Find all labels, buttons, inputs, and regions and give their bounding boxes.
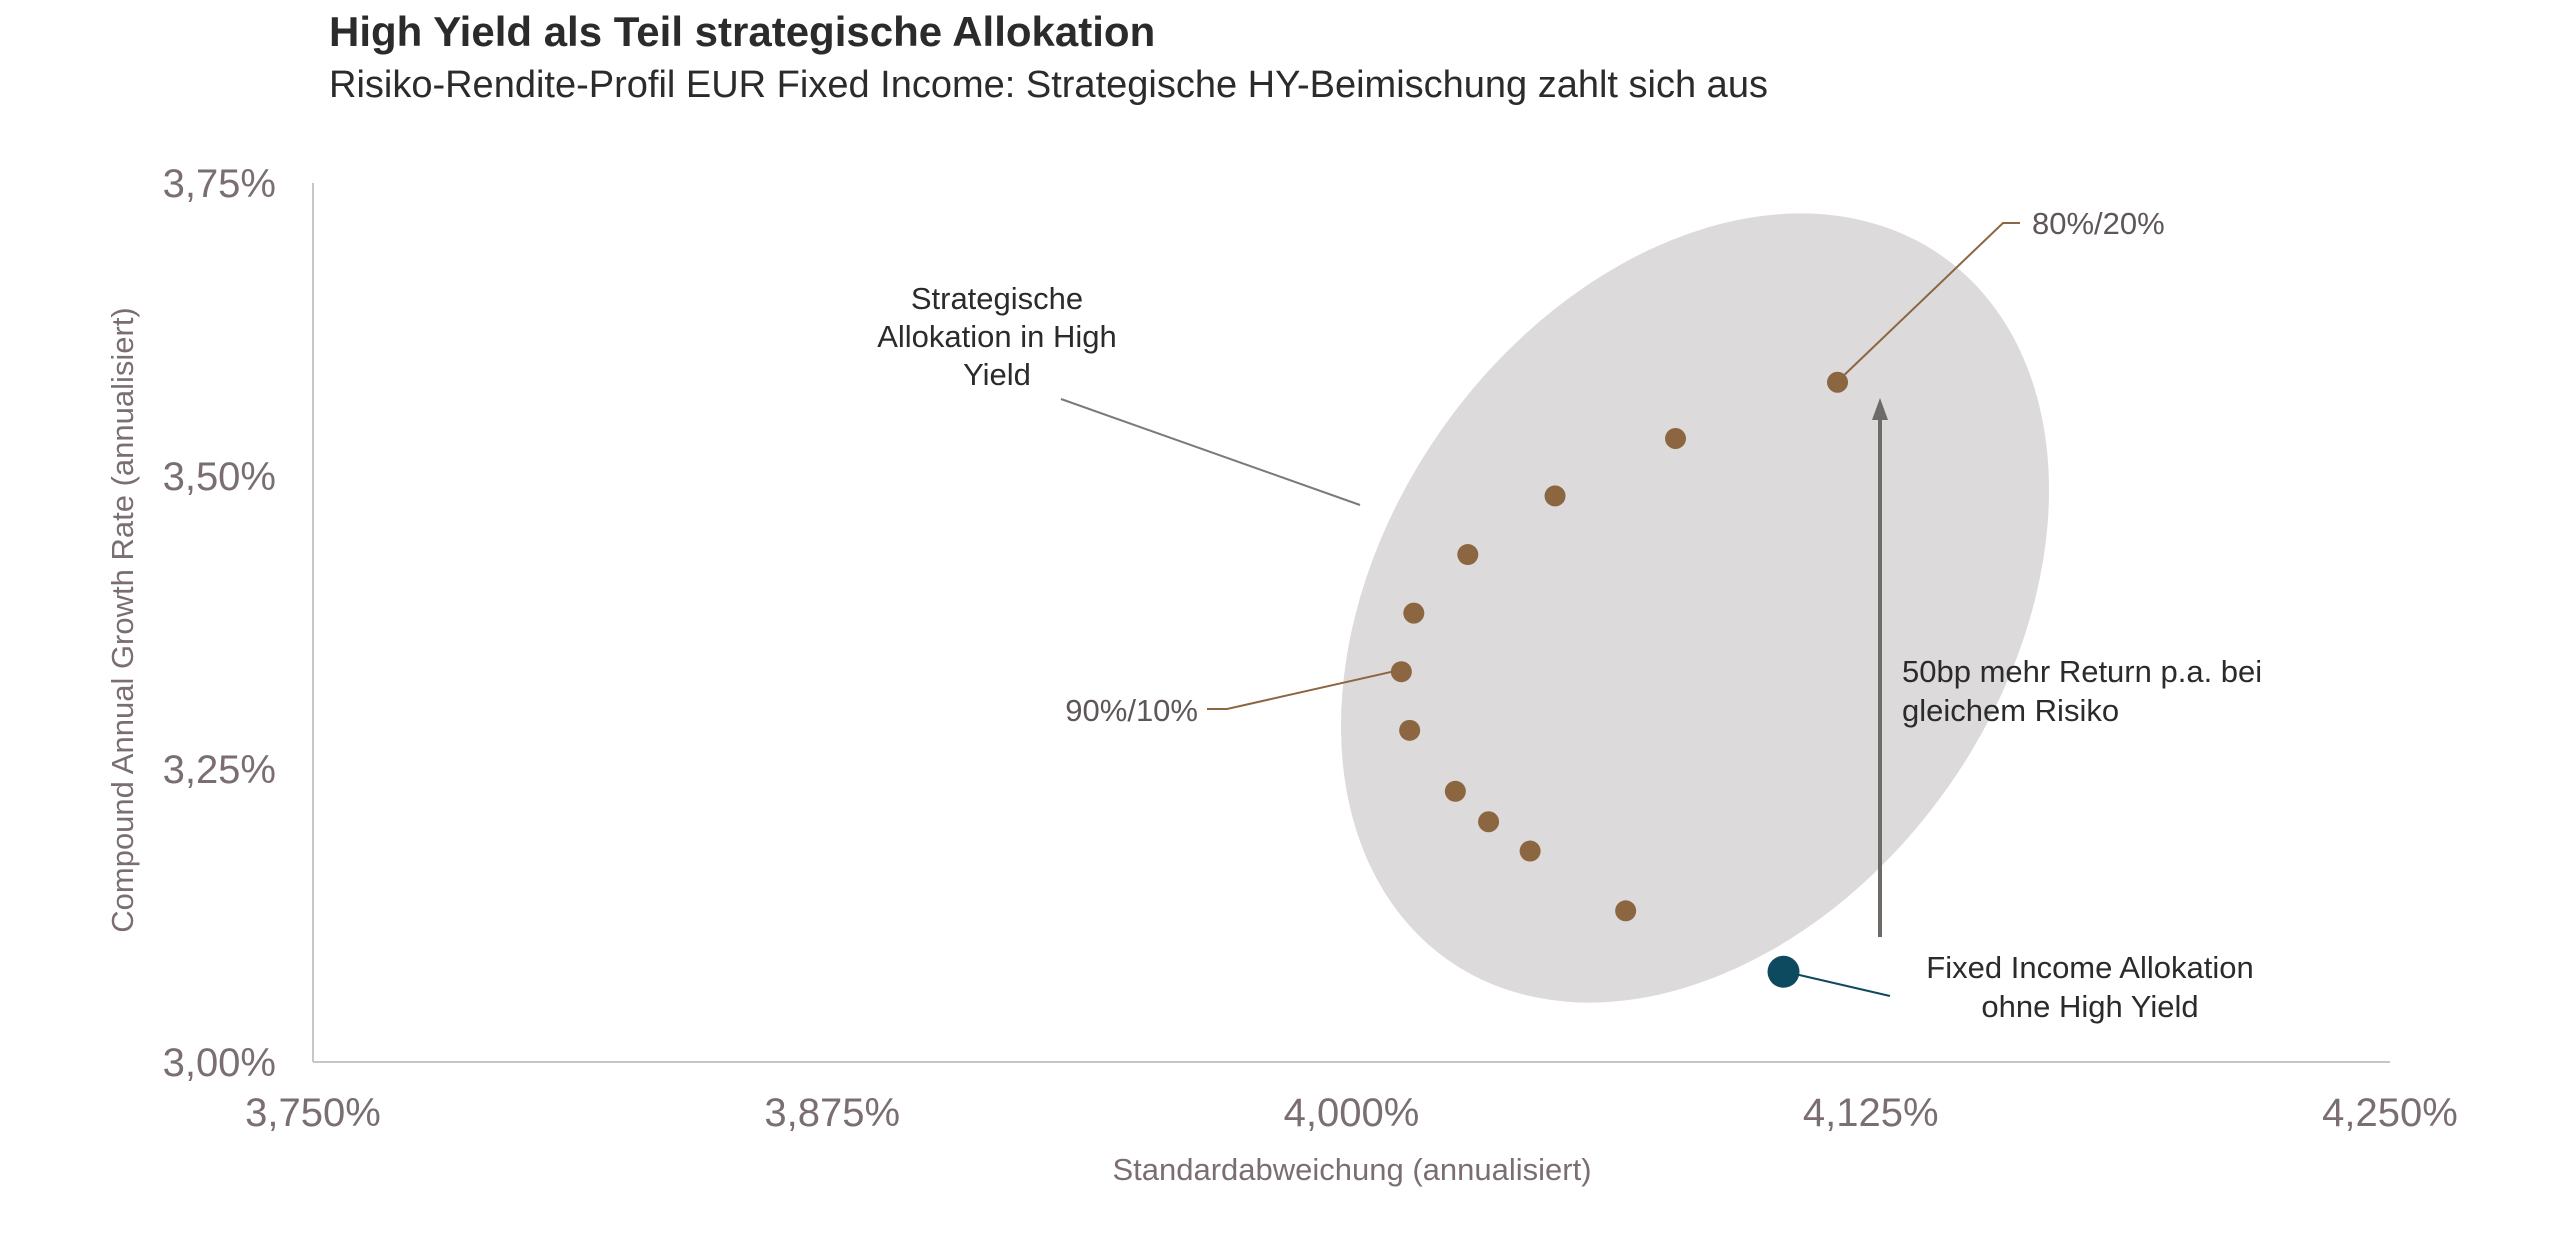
- hy-allocation-point: [1519, 840, 1541, 862]
- y-axis-label: Compound Annual Growth Rate (annualisier…: [105, 307, 140, 933]
- label-8020: 80%/20%: [2032, 206, 2165, 241]
- base-annotation-line-2: ohne High Yield: [1981, 989, 2198, 1024]
- strategic-leader-line: [1060, 398, 1361, 506]
- hy-allocation-point: [1457, 544, 1479, 566]
- x-tick-label: 4,250%: [2322, 1091, 2458, 1135]
- x-tick-label: 4,125%: [1803, 1091, 1939, 1135]
- x-tick-label: 3,750%: [245, 1091, 381, 1135]
- label-8020-leader: [1837, 222, 2020, 382]
- return-annotation-line-2: gleichem Risiko: [1902, 693, 2119, 728]
- return-arrow-head: [1872, 398, 1888, 420]
- y-tick-label: 3,75%: [163, 162, 276, 206]
- hy-allocation-point: [1478, 811, 1500, 833]
- hy-allocation-point: [1444, 780, 1466, 802]
- chart-title: High Yield als Teil strategische Allokat…: [329, 8, 1156, 55]
- x-tick-label: 4,000%: [1284, 1091, 1420, 1135]
- strategic-annotation-line-2: Allokation in High: [877, 319, 1117, 354]
- label-9010: 90%/10%: [1065, 693, 1198, 728]
- strategic-annotation-line-1: Strategische: [911, 281, 1083, 316]
- return-annotation-line-1: 50bp mehr Return p.a. bei: [1902, 654, 2262, 689]
- base-annotation-line-1: Fixed Income Allokation: [1926, 950, 2253, 985]
- hy-allocation-point: [1390, 661, 1412, 683]
- strategic-annotation-line-3: Yield: [963, 357, 1031, 392]
- x-tick-label: 3,875%: [764, 1091, 900, 1135]
- y-tick-label: 3,00%: [163, 1041, 276, 1085]
- hy-allocation-point: [1403, 602, 1425, 624]
- y-tick-label: 3,25%: [163, 748, 276, 792]
- label-9010-leader: [1207, 668, 1405, 710]
- hy-allocation-point: [1615, 900, 1637, 922]
- base-leader-line: [1794, 973, 1891, 997]
- base-allocation-point: [1767, 955, 1800, 988]
- hy-allocation-point: [1544, 485, 1566, 507]
- y-tick-label: 3,50%: [163, 455, 276, 499]
- strategic-allocation-ellipse: [1341, 213, 2049, 1003]
- hy-allocation-point: [1399, 719, 1421, 741]
- hy-allocation-point: [1827, 371, 1849, 393]
- hy-allocation-point: [1665, 427, 1687, 449]
- chart-subtitle: Risiko-Rendite-Profil EUR Fixed Income: …: [329, 64, 1768, 106]
- x-axis-label: Standardabweichung (annualisiert): [1112, 1152, 1591, 1187]
